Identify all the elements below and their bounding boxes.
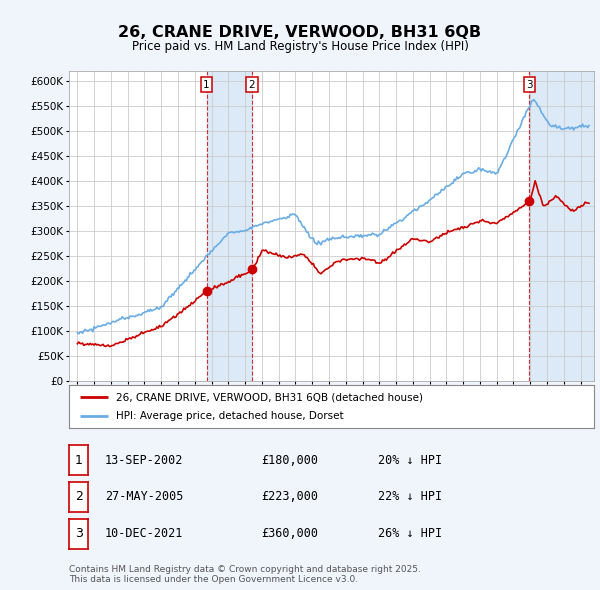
Text: 2: 2 (248, 80, 255, 90)
Text: 26% ↓ HPI: 26% ↓ HPI (378, 527, 442, 540)
Text: Price paid vs. HM Land Registry's House Price Index (HPI): Price paid vs. HM Land Registry's House … (131, 40, 469, 53)
Text: 3: 3 (526, 80, 533, 90)
Text: 13-SEP-2002: 13-SEP-2002 (105, 454, 184, 467)
Text: 10-DEC-2021: 10-DEC-2021 (105, 527, 184, 540)
Text: 1: 1 (74, 454, 83, 467)
Text: 2: 2 (74, 490, 83, 503)
Text: 22% ↓ HPI: 22% ↓ HPI (378, 490, 442, 503)
Text: £360,000: £360,000 (261, 527, 318, 540)
Text: HPI: Average price, detached house, Dorset: HPI: Average price, detached house, Dors… (116, 411, 344, 421)
Text: 26, CRANE DRIVE, VERWOOD, BH31 6QB: 26, CRANE DRIVE, VERWOOD, BH31 6QB (118, 25, 482, 40)
Text: £223,000: £223,000 (261, 490, 318, 503)
Bar (529, 71, 594, 381)
Text: 20% ↓ HPI: 20% ↓ HPI (378, 454, 442, 467)
Text: 1: 1 (203, 80, 210, 90)
Text: 26, CRANE DRIVE, VERWOOD, BH31 6QB (detached house): 26, CRANE DRIVE, VERWOOD, BH31 6QB (deta… (116, 392, 423, 402)
Text: £180,000: £180,000 (261, 454, 318, 467)
Bar (206, 71, 252, 381)
Text: 3: 3 (74, 527, 83, 540)
Text: 27-MAY-2005: 27-MAY-2005 (105, 490, 184, 503)
Text: Contains HM Land Registry data © Crown copyright and database right 2025.
This d: Contains HM Land Registry data © Crown c… (69, 565, 421, 584)
